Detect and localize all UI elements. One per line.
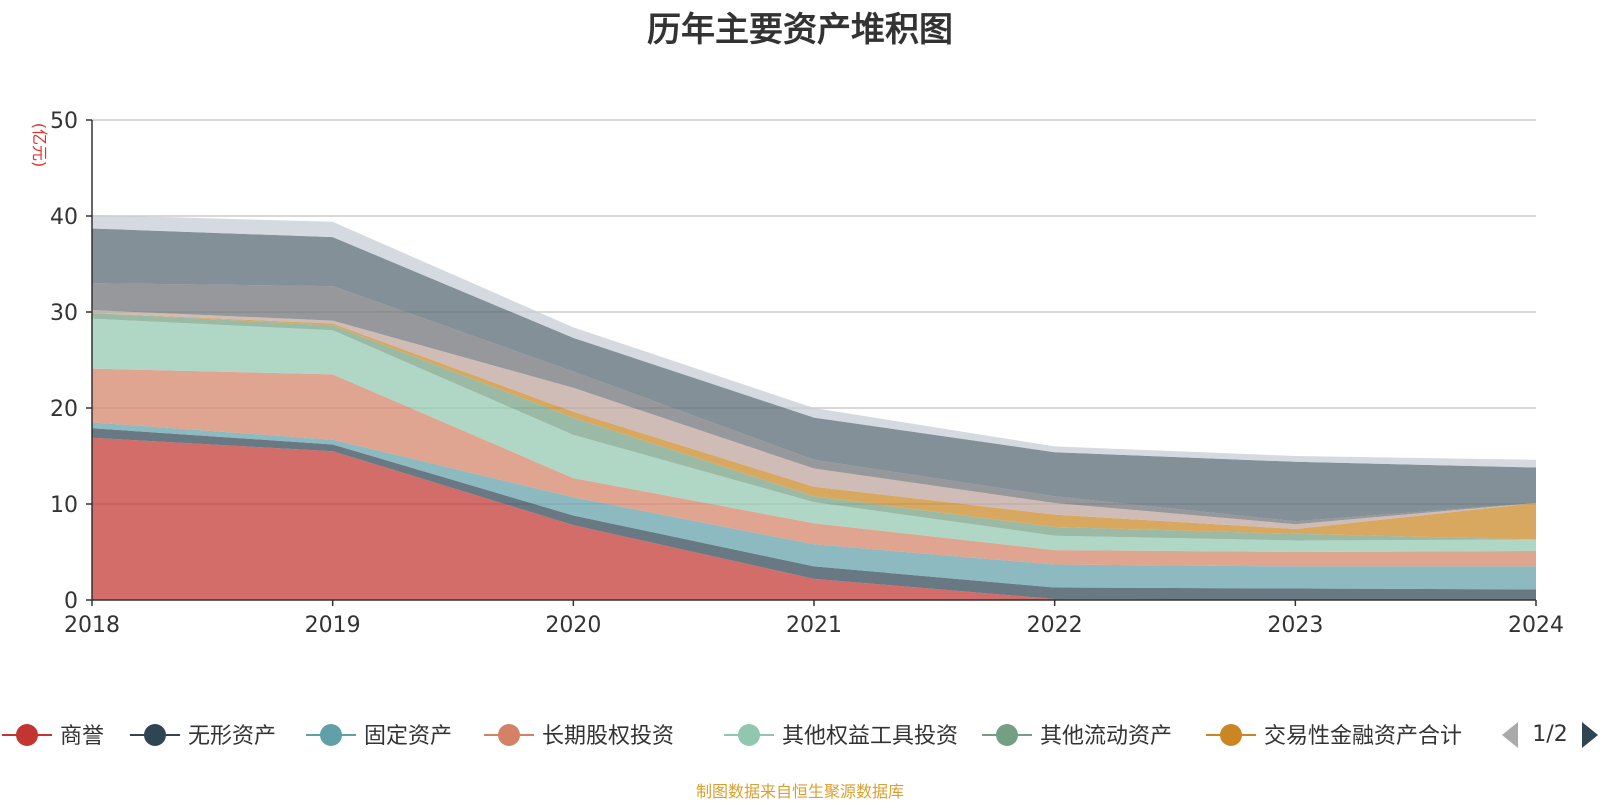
legend-marker-icon bbox=[144, 724, 166, 746]
x-tick-label: 2022 bbox=[1027, 613, 1083, 638]
legend-marker-icon bbox=[1220, 724, 1242, 746]
area-series-8 bbox=[92, 283, 1536, 525]
legend-label: 其他权益工具投资 bbox=[782, 724, 958, 749]
legend-item[interactable]: 交易性金融资产合计 bbox=[1206, 724, 1462, 749]
legend-item[interactable]: 其他权益工具投资 bbox=[724, 724, 958, 749]
legend-marker-icon bbox=[996, 724, 1018, 746]
area-series-1 bbox=[92, 428, 1536, 600]
y-tick-label: 20 bbox=[50, 397, 78, 422]
legend-item[interactable]: 其他流动资产 bbox=[982, 724, 1172, 749]
legend: 商誉 无形资产 固定资产 长期股权投资 其他权益工具投资 其他流动资产 交易性金融资产合计 bbox=[2, 724, 1462, 749]
area-series-6 bbox=[92, 313, 1536, 540]
y-tick-label: 30 bbox=[50, 301, 78, 326]
area-series-2 bbox=[92, 422, 1536, 590]
legend-label: 无形资产 bbox=[188, 724, 276, 749]
y-tick-label: 10 bbox=[50, 493, 78, 518]
legend-item[interactable]: 无形资产 bbox=[130, 724, 276, 749]
legend-item[interactable]: 固定资产 bbox=[306, 724, 452, 749]
area-series-9 bbox=[92, 228, 1536, 522]
x-tick-label: 2020 bbox=[545, 613, 601, 638]
x-tick-label: 2023 bbox=[1267, 613, 1323, 638]
y-tick-labels: 0 10 20 30 40 50 bbox=[50, 109, 78, 614]
y-tick-label: 50 bbox=[50, 109, 78, 134]
legend-marker-icon bbox=[320, 724, 342, 746]
legend-item[interactable]: 长期股权投资 bbox=[484, 724, 674, 749]
legend-item[interactable]: 商誉 bbox=[2, 724, 104, 749]
area-series-10 bbox=[92, 215, 1536, 468]
x-tick-label: 2021 bbox=[786, 613, 842, 638]
area-series-4 bbox=[92, 318, 1536, 552]
legend-label: 其他流动资产 bbox=[1040, 724, 1172, 749]
y-axis-unit-label: (亿元) bbox=[30, 123, 49, 168]
x-tick-label: 2024 bbox=[1508, 613, 1564, 638]
y-tick-label: 40 bbox=[50, 205, 78, 230]
legend-label: 商誉 bbox=[60, 724, 104, 749]
legend-label: 长期股权投资 bbox=[542, 724, 674, 749]
x-tick-label: 2019 bbox=[305, 613, 361, 638]
chart-title: 历年主要资产堆积图 bbox=[647, 10, 953, 50]
legend-marker-icon bbox=[16, 724, 38, 746]
legend-marker-icon bbox=[738, 724, 760, 746]
legend-next-page-icon[interactable] bbox=[1582, 722, 1598, 748]
legend-page-indicator: 1/2 bbox=[1532, 722, 1567, 747]
legend-label: 固定资产 bbox=[364, 724, 452, 749]
legend-marker-icon bbox=[498, 724, 520, 746]
x-tick-labels: 2018 2019 2020 2021 2022 2023 2024 bbox=[64, 600, 1564, 638]
area-series-0 bbox=[92, 437, 1536, 600]
legend-pager: 1/2 bbox=[1502, 722, 1598, 748]
area-series-7 bbox=[92, 310, 1536, 529]
x-tick-label: 2018 bbox=[64, 613, 120, 638]
area-series-3 bbox=[92, 368, 1536, 567]
y-tick-label: 0 bbox=[64, 589, 78, 614]
legend-label: 交易性金融资产合计 bbox=[1264, 724, 1462, 749]
source-note: 制图数据来自恒生聚源数据库 bbox=[695, 782, 904, 801]
stacked-areas bbox=[92, 215, 1536, 600]
legend-prev-page-icon[interactable] bbox=[1502, 722, 1518, 748]
